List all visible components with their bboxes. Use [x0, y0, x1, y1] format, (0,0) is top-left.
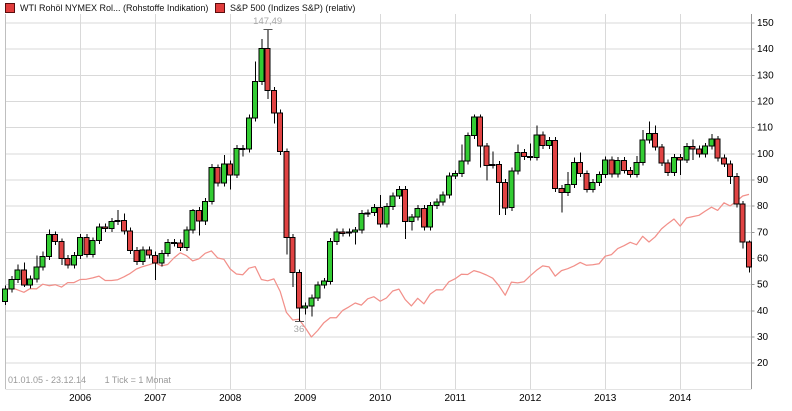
svg-text:2010: 2010	[369, 393, 392, 404]
x-axis-labels: 2006 2007 2008 2009 2010 2011 2012 2013 2014	[69, 393, 692, 404]
svg-text:110: 110	[757, 123, 773, 134]
tick-interval-label: 1 Tick = 1 Monat	[104, 375, 171, 385]
svg-text:2012: 2012	[519, 393, 542, 404]
legend: WTI Rohöl NYMEX Rol... (Rohstoffe Indika…	[0, 0, 792, 14]
svg-text:30: 30	[757, 332, 769, 343]
svg-text:20: 20	[757, 358, 769, 369]
range-info: 01.01.05 - 23.12.14 1 Tick = 1 Monat	[8, 375, 187, 385]
svg-text:50: 50	[757, 280, 769, 291]
svg-text:150: 150	[757, 18, 774, 29]
wti-candles	[2, 28, 752, 321]
sp500-series-label: S&P 500 (Indizes S&P) (relativ)	[230, 3, 356, 13]
svg-text:140: 140	[757, 44, 774, 55]
sp500-relative-line	[4, 193, 750, 338]
annotation-label: 36	[294, 324, 305, 335]
svg-text:90: 90	[757, 175, 769, 186]
svg-text:2007: 2007	[144, 393, 167, 404]
annotation-label: 147,49	[253, 16, 282, 27]
svg-text:2014: 2014	[669, 393, 692, 404]
svg-text:2009: 2009	[294, 393, 317, 404]
date-range-label: 01.01.05 - 23.12.14	[8, 375, 87, 385]
svg-text:2013: 2013	[594, 393, 617, 404]
plot-frame	[5, 14, 755, 390]
svg-text:100: 100	[757, 149, 774, 160]
svg-text:2011: 2011	[444, 393, 466, 404]
svg-text:130: 130	[757, 70, 774, 81]
svg-text:40: 40	[757, 306, 769, 317]
wti-series-swatch-icon	[5, 3, 15, 13]
svg-text:2008: 2008	[219, 393, 242, 404]
annotations: 147,49 36	[253, 16, 304, 335]
svg-text:70: 70	[757, 227, 769, 238]
sp500-series-swatch-icon	[215, 3, 225, 13]
svg-text:2006: 2006	[69, 393, 92, 404]
wti-series-label: WTI Rohöl NYMEX Rol... (Rohstoffe Indika…	[20, 3, 209, 13]
svg-text:120: 120	[757, 96, 774, 107]
svg-text:60: 60	[757, 254, 769, 265]
legend-item-sp500: S&P 500 (Indizes S&P) (relativ)	[215, 2, 355, 14]
grid-lines	[5, 14, 752, 389]
y-axis-labels: 150 140 130 120 110 100 90 80 70 60 50 40 30 20	[757, 18, 774, 369]
legend-item-wti: WTI Rohöl NYMEX Rol... (Rohstoffe Indika…	[5, 2, 208, 14]
svg-text:80: 80	[757, 201, 769, 212]
